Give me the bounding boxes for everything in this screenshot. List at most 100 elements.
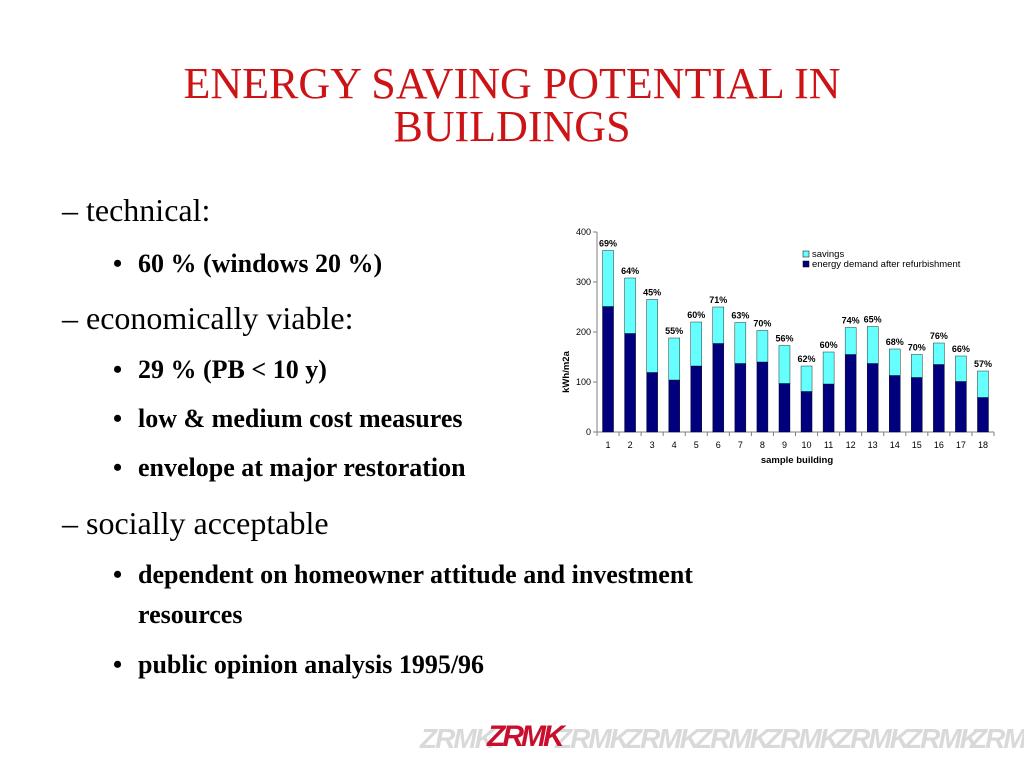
item-public-opinion: public opinion analysis 1995/96 [138, 650, 485, 679]
bullet-dot: • [113, 355, 123, 384]
bar-data-label: 60% [687, 310, 705, 320]
x-tick-label: 6 [716, 440, 721, 450]
bar-savings [778, 345, 791, 384]
chart-xlabel: sample building [761, 455, 834, 466]
zrmk-logo-strip: ZRMK ZRMK ZRMK ZRMK ZRMK ZRMK ZRMK ZRMK … [419, 720, 1024, 754]
logo-watermark-text: ZRMK [554, 723, 632, 754]
bar-data-label: 69% [599, 239, 617, 249]
bar-data-label: 60% [820, 340, 838, 350]
bar-savings [646, 299, 658, 373]
bullet-dot: • [113, 650, 123, 679]
bar-savings [668, 337, 680, 381]
item-low-medium-cost: low & medium cost measures [138, 404, 463, 433]
bar-demand [778, 383, 791, 433]
bar-demand [977, 397, 989, 433]
logo-watermark-text: ZRMK [904, 723, 982, 754]
item-60-percent: 60 % (windows 20 %) [138, 249, 383, 278]
chart-legend: savings energy demand after refurbishmen… [802, 249, 961, 270]
bar-savings [844, 327, 857, 355]
bar-data-label: 66% [952, 344, 970, 354]
x-tick-label: 8 [760, 440, 765, 450]
bar-demand [646, 372, 658, 433]
title-line-1: ENERGY SAVING POTENTIAL IN [183, 59, 841, 108]
x-tick-label: 12 [846, 440, 856, 450]
bar-savings [911, 354, 923, 378]
bar-demand [866, 363, 879, 433]
x-tick-label: 14 [890, 440, 900, 450]
item-29-percent: 29 % (PB < 10 y) [138, 355, 327, 384]
x-tick-label: 13 [868, 440, 878, 450]
y-tick-label: 300 [576, 277, 591, 287]
x-tick-label: 18 [978, 440, 988, 450]
bullet-dot: • [113, 404, 123, 433]
bar-data-label: 65% [864, 315, 882, 325]
bar-savings [977, 370, 989, 398]
bar-data-label: 74% [842, 316, 860, 326]
legend-label-demand: energy demand after refurbishment [812, 259, 961, 270]
bar-data-label: 63% [731, 311, 749, 321]
bar-demand [933, 364, 945, 433]
x-tick-label: 17 [956, 440, 966, 450]
bar-demand [602, 306, 614, 433]
bar-data-label: 70% [753, 319, 771, 329]
bar-demand [955, 381, 967, 433]
bar-demand [889, 375, 901, 433]
y-tick-label: 100 [576, 377, 591, 387]
bar-savings [712, 306, 725, 344]
slide-title: ENERGY SAVING POTENTIAL IN BUILDINGS [60, 59, 964, 149]
chart-plot-area: 0 100 200 300 400 69% 1 64% 2 45% 3 55% 4 60% 5 71% 6 63%… [576, 227, 995, 450]
logo-watermark-text: ZRMK [834, 723, 912, 754]
bar-data-label: 55% [665, 326, 683, 336]
bar-demand [800, 391, 813, 433]
legend-swatch-savings [802, 250, 810, 258]
x-tick-label: 9 [782, 440, 787, 450]
logo-watermark-text: ZRMK [624, 723, 702, 754]
x-tick-label: 1 [606, 440, 611, 450]
bar-savings [822, 351, 835, 385]
zrmk-logo: ZRMK [486, 720, 567, 753]
item-economically-viable: – economically viable: [62, 300, 354, 336]
bar-demand [844, 354, 857, 433]
bullet-dot: • [113, 249, 123, 278]
item-envelope: envelope at major restoration [138, 453, 466, 482]
bar-data-label: 76% [930, 331, 948, 341]
bullet-dot: • [113, 560, 123, 589]
bar-savings [602, 250, 614, 307]
logo-watermark-repeat: ZRMK ZRMK ZRMK ZRMK ZRMK ZRMK ZRMK ZRMK [419, 723, 1024, 754]
x-tick-label: 3 [650, 440, 655, 450]
x-tick-label: 10 [802, 440, 812, 450]
x-tick-label: 5 [694, 440, 699, 450]
bar-data-label: 45% [643, 288, 661, 298]
bar-savings [624, 277, 636, 334]
bar-savings [756, 330, 769, 363]
bar-demand [712, 343, 725, 433]
bar-demand [911, 377, 923, 433]
bar-data-label: 57% [974, 359, 992, 369]
y-tick-label: 400 [576, 227, 591, 237]
bar-data-label: 64% [621, 266, 639, 276]
item-homeowner-attitude: dependent on homeowner attitude and inve… [138, 560, 693, 589]
logo-watermark-text: ZRMK [419, 723, 497, 754]
bar-demand [756, 361, 769, 433]
item-technical: – technical: [62, 192, 211, 228]
bar-savings [690, 321, 702, 367]
chart-ylabel: kWh/m2a [561, 350, 572, 392]
bar-savings [800, 365, 813, 392]
y-tick-label: 0 [586, 427, 591, 437]
bar-data-label: 68% [886, 337, 904, 347]
y-tick-label: 200 [576, 327, 591, 337]
x-tick-label: 15 [912, 440, 922, 450]
x-tick-label: 11 [824, 440, 833, 450]
legend-label-savings: savings [812, 249, 844, 260]
bar-data-label: 56% [775, 334, 793, 344]
item-homeowner-attitude-cont: resources [138, 600, 243, 629]
bar-savings [933, 342, 945, 365]
legend-swatch-demand [802, 260, 810, 268]
bar-demand [690, 365, 702, 433]
item-socially-acceptable: – socially acceptable [62, 505, 329, 541]
energy-chart: 0 100 200 300 400 69% 1 64% 2 45% 3 55% 4 60% 5 71% 6 63%… [561, 227, 995, 466]
bar-savings [866, 326, 879, 364]
logo-watermark-text: ZRMK [694, 723, 772, 754]
bar-savings [889, 348, 901, 376]
x-tick-label: 4 [672, 440, 677, 450]
